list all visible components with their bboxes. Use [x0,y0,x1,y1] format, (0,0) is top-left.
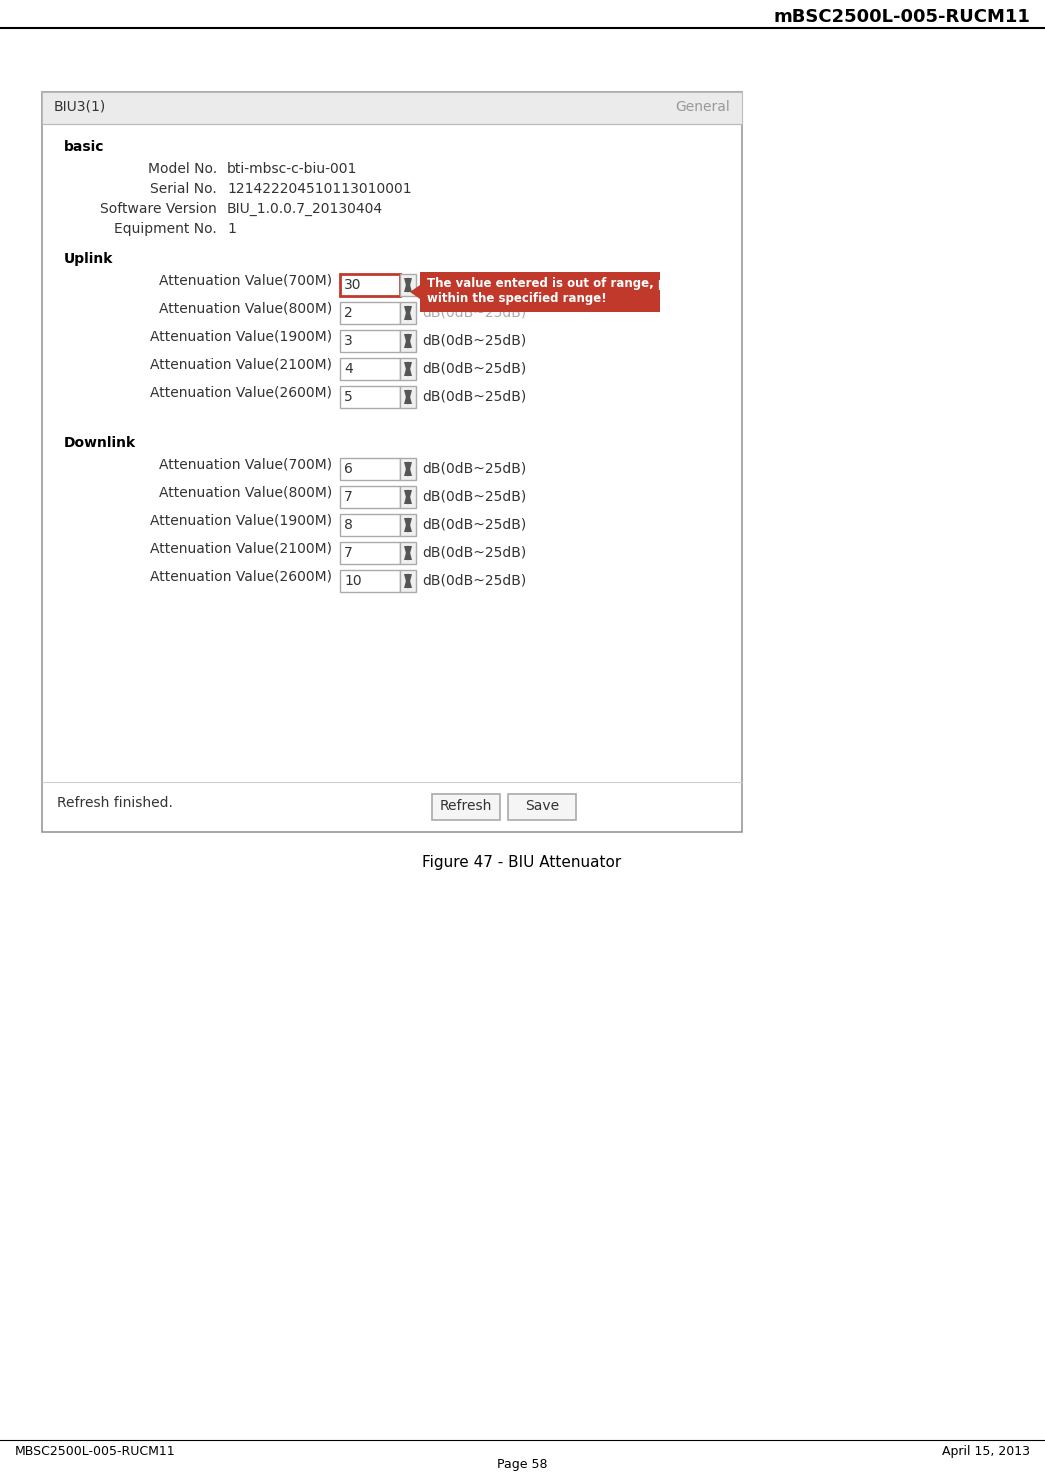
Text: April 15, 2013: April 15, 2013 [942,1446,1030,1457]
FancyBboxPatch shape [340,330,400,352]
FancyBboxPatch shape [400,542,416,564]
FancyBboxPatch shape [400,274,416,296]
Polygon shape [404,334,412,349]
Text: dB(0dB~25dB): dB(0dB~25dB) [422,574,527,587]
Polygon shape [404,517,412,531]
FancyBboxPatch shape [400,458,416,480]
Text: bti-mbsc-c-biu-001: bti-mbsc-c-biu-001 [227,162,357,177]
Text: BIU_1.0.0.7_20130404: BIU_1.0.0.7_20130404 [227,202,384,216]
Text: dB(0dB~25dB): dB(0dB~25dB) [422,518,527,531]
Polygon shape [404,361,412,375]
Text: 1: 1 [227,222,236,236]
Text: dB(0dB~25dB): dB(0dB~25dB) [422,390,527,403]
Text: 3: 3 [344,334,353,347]
Polygon shape [404,389,412,403]
Polygon shape [410,286,420,299]
Text: Attenuation Value(1900M): Attenuation Value(1900M) [149,514,332,528]
Text: 5: 5 [344,390,353,403]
FancyBboxPatch shape [340,302,400,324]
Text: Attenuation Value(700M): Attenuation Value(700M) [159,458,332,473]
Text: 8: 8 [344,518,353,531]
FancyBboxPatch shape [400,358,416,380]
FancyBboxPatch shape [42,91,742,832]
Text: 7: 7 [344,546,353,559]
Text: MBSC2500L-005-RUCM11: MBSC2500L-005-RUCM11 [15,1446,176,1457]
Text: BIU3(1): BIU3(1) [54,100,107,113]
Polygon shape [404,278,412,293]
Text: Equipment No.: Equipment No. [114,222,217,236]
Polygon shape [404,390,412,405]
FancyBboxPatch shape [42,91,742,124]
FancyBboxPatch shape [400,570,416,592]
Text: Refresh finished.: Refresh finished. [57,796,172,810]
Polygon shape [404,573,412,587]
Text: 2: 2 [344,306,353,319]
Text: Page 58: Page 58 [496,1457,548,1471]
Text: within the specified range!: within the specified range! [427,291,607,305]
Polygon shape [404,461,412,475]
FancyBboxPatch shape [340,570,400,592]
Text: Attenuation Value(2100M): Attenuation Value(2100M) [150,358,332,372]
Polygon shape [404,518,412,533]
FancyBboxPatch shape [420,272,660,312]
Text: dB(0dB~25dB): dB(0dB~25dB) [422,306,527,319]
FancyBboxPatch shape [400,302,416,324]
Text: General: General [675,100,730,113]
Polygon shape [404,490,412,505]
Text: Attenuation Value(1900M): Attenuation Value(1900M) [149,330,332,344]
FancyBboxPatch shape [400,386,416,408]
Text: Attenuation Value(2100M): Attenuation Value(2100M) [150,542,332,556]
FancyBboxPatch shape [400,486,416,508]
Polygon shape [404,574,412,589]
Text: 6: 6 [344,462,353,475]
Polygon shape [404,306,412,321]
Polygon shape [404,305,412,319]
Polygon shape [404,546,412,561]
Text: Model No.: Model No. [148,162,217,177]
Text: dB(0dB~25dB): dB(0dB~25dB) [422,334,527,347]
Polygon shape [404,489,412,503]
Text: The value entered is out of range, please enter a value: The value entered is out of range, pleas… [427,277,793,290]
Polygon shape [404,462,412,477]
Polygon shape [404,362,412,377]
Text: Save: Save [525,799,559,813]
FancyBboxPatch shape [340,514,400,536]
Text: Serial No.: Serial No. [150,183,217,196]
Text: dB(0dB~25dB): dB(0dB~25dB) [422,362,527,375]
Text: Uplink: Uplink [64,252,113,266]
Text: 4: 4 [344,362,353,375]
Polygon shape [404,277,412,291]
Text: Attenuation Value(700M): Attenuation Value(700M) [159,274,332,289]
Text: Attenuation Value(800M): Attenuation Value(800M) [159,486,332,500]
Text: dB(0dB~25dB): dB(0dB~25dB) [422,490,527,503]
Text: dB(0dB~25dB): dB(0dB~25dB) [422,462,527,475]
Text: 30: 30 [344,278,362,291]
Text: Software Version: Software Version [100,202,217,216]
Text: 7: 7 [344,490,353,503]
FancyBboxPatch shape [400,514,416,536]
FancyBboxPatch shape [340,486,400,508]
Text: Attenuation Value(2600M): Attenuation Value(2600M) [150,570,332,584]
FancyBboxPatch shape [340,542,400,564]
FancyBboxPatch shape [340,274,400,296]
Text: mBSC2500L-005-RUCM11: mBSC2500L-005-RUCM11 [773,7,1030,26]
Text: Downlink: Downlink [64,436,136,450]
FancyBboxPatch shape [340,358,400,380]
Text: Figure 47 - BIU Attenuator: Figure 47 - BIU Attenuator [422,855,622,870]
Text: 10: 10 [344,574,362,587]
Text: Refresh: Refresh [440,799,492,813]
Text: basic: basic [64,140,104,155]
FancyBboxPatch shape [400,330,416,352]
Polygon shape [404,545,412,559]
Text: 121422204510113010001: 121422204510113010001 [227,183,412,196]
Text: Attenuation Value(2600M): Attenuation Value(2600M) [150,386,332,400]
FancyBboxPatch shape [432,793,500,820]
FancyBboxPatch shape [508,793,576,820]
Text: dB(0dB~25dB): dB(0dB~25dB) [422,546,527,559]
FancyBboxPatch shape [340,386,400,408]
Polygon shape [404,333,412,347]
FancyBboxPatch shape [340,458,400,480]
Text: Attenuation Value(800M): Attenuation Value(800M) [159,302,332,316]
